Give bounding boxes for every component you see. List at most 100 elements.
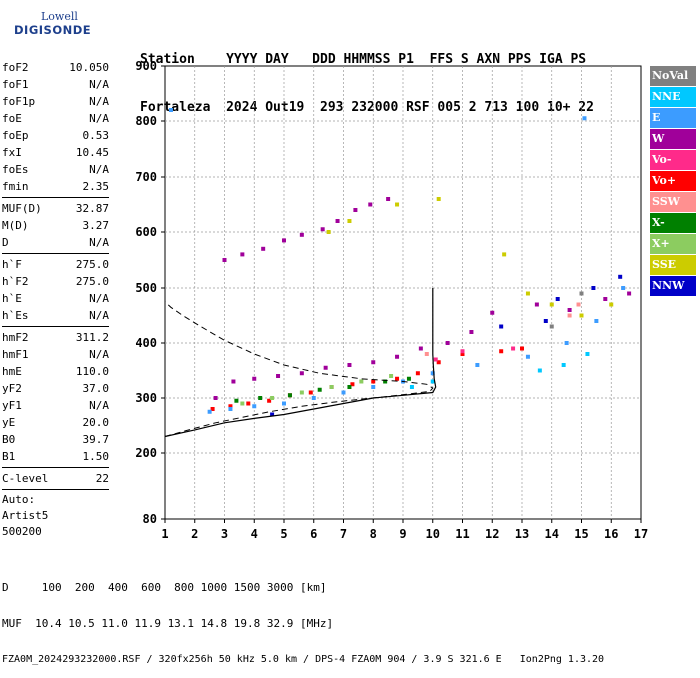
y-tick-label: 800	[135, 114, 157, 128]
param-row: hmF2 311.2	[2, 329, 109, 346]
param-key: C-level	[2, 472, 49, 485]
divider	[2, 489, 109, 490]
y-tick-label: 600	[135, 225, 157, 239]
legend-item: NNW	[650, 276, 696, 296]
data-point	[534, 302, 539, 307]
footer-muf-row: MUF 10.4 10.5 11.0 11.9 13.1 14.8 19.8 3…	[2, 617, 334, 630]
data-point	[308, 390, 313, 395]
data-point	[627, 291, 632, 296]
data-point	[228, 407, 233, 411]
param-key: h`E	[2, 292, 22, 305]
data-point	[418, 346, 423, 351]
data-point	[270, 412, 275, 417]
data-point	[258, 396, 263, 400]
param-row: foF2 10.050	[2, 59, 109, 76]
data-point	[415, 371, 420, 376]
data-point	[395, 202, 400, 207]
data-point	[579, 291, 584, 296]
legend-item: SSW	[650, 192, 696, 212]
param-row: h`F 275.0	[2, 256, 109, 273]
data-point	[520, 346, 524, 351]
data-point	[267, 398, 272, 403]
param-group-1: foF2 10.050 foF1 N/A foF1p N/A foE N/A foEp 0.53 f…	[2, 59, 109, 195]
data-point	[350, 382, 355, 387]
data-point	[371, 360, 376, 365]
legend-item: NoVal	[650, 66, 696, 86]
param-row: MUF(D) 32.87	[2, 200, 109, 217]
data-point	[252, 404, 257, 409]
param-key: MUF(D)	[2, 202, 42, 215]
data-point	[326, 230, 331, 234]
data-point	[567, 313, 572, 318]
data-point	[436, 197, 441, 201]
param-value: N/A	[89, 292, 109, 305]
param-row: B0 39.7	[2, 431, 109, 448]
data-point	[168, 108, 173, 112]
param-row: fmin 2.35	[2, 178, 109, 195]
param-group-4: hmF2 311.2 hmF1 N/A hmE 110.0 yF2 37.0 yF1 N/A yE 2…	[2, 329, 109, 465]
param-value: 10.050	[69, 61, 109, 74]
digisonde-logo: Lowell DIGISONDE	[8, 10, 128, 40]
param-key: h`F	[2, 258, 22, 271]
param-row: M(D) 3.27	[2, 217, 109, 234]
param-value: 39.7	[82, 433, 110, 446]
legend-item: NNE	[650, 87, 696, 107]
param-value: 37.0	[82, 382, 110, 395]
data-point	[282, 238, 286, 243]
legend-item: SSE	[650, 255, 696, 275]
data-point	[594, 319, 599, 323]
data-point	[395, 354, 400, 359]
param-row: B1 1.50	[2, 448, 109, 465]
data-point	[537, 368, 542, 373]
x-tick-label: 17	[634, 527, 648, 541]
param-key: fmin	[2, 180, 29, 193]
data-point	[475, 363, 480, 367]
legend: NoVal NNE E W Vo- Vo+ SSW X- X+ SSE NNW	[650, 66, 696, 297]
param-row: yF2 37.0	[2, 380, 109, 397]
data-point	[341, 390, 346, 395]
ionogram-chart: 1 2 3 4 5 6 7 8 9 10 11 12 13 14 15 16 17802003004005006…	[135, 59, 648, 541]
y-tick-label: 500	[135, 281, 157, 295]
data-point	[299, 371, 304, 376]
data-point	[424, 352, 429, 356]
param-value: N/A	[89, 78, 109, 91]
footer-distance-row: D 100 200 400 600 800 1000 1500 3000 [km…	[2, 581, 327, 594]
param-row: foF1p N/A	[2, 93, 109, 110]
param-group-3: h`F 275.0 h`F2 275.0 h`E N/A h`Es N/A	[2, 256, 109, 324]
x-tick-label: 3	[221, 527, 228, 541]
data-point	[320, 227, 325, 232]
param-row: h`Es N/A	[2, 307, 109, 324]
data-point	[252, 376, 257, 381]
data-point	[525, 354, 530, 359]
x-tick-label: 11	[455, 527, 469, 541]
data-point	[311, 396, 316, 400]
param-row: h`E N/A	[2, 290, 109, 307]
data-point	[368, 202, 373, 207]
x-tick-label: 15	[574, 527, 588, 541]
profile-dashed-line	[164, 301, 434, 437]
x-tick-label: 14	[545, 527, 559, 541]
param-key: yE	[2, 416, 16, 429]
data-point	[213, 396, 218, 400]
param-value: N/A	[89, 348, 109, 361]
data-point	[549, 302, 554, 307]
param-row: foE N/A	[2, 110, 109, 127]
param-row: h`F2 275.0	[2, 273, 109, 290]
data-point	[246, 401, 251, 406]
param-value: 3.27	[82, 219, 110, 232]
x-tick-label: 16	[604, 527, 618, 541]
data-point	[276, 374, 281, 378]
data-point	[543, 319, 548, 323]
legend-item: X+	[650, 234, 696, 254]
param-key: foEs	[2, 163, 29, 176]
auto-method: Artist5	[2, 509, 49, 522]
logo-digisonde-text: DIGISONDE	[14, 23, 92, 37]
x-tick-label: 8	[370, 527, 377, 541]
param-value: 20.0	[82, 416, 110, 429]
data-point	[433, 357, 438, 362]
footer: D 100 200 400 600 800 1000 1500 3000 [km…	[2, 558, 604, 678]
param-key: foF1p	[2, 95, 36, 108]
data-point	[499, 349, 504, 354]
data-point	[231, 379, 236, 384]
station-header: Station YYYY DAY DDD HHMMSS P1 FFS S AXN…	[140, 20, 594, 132]
